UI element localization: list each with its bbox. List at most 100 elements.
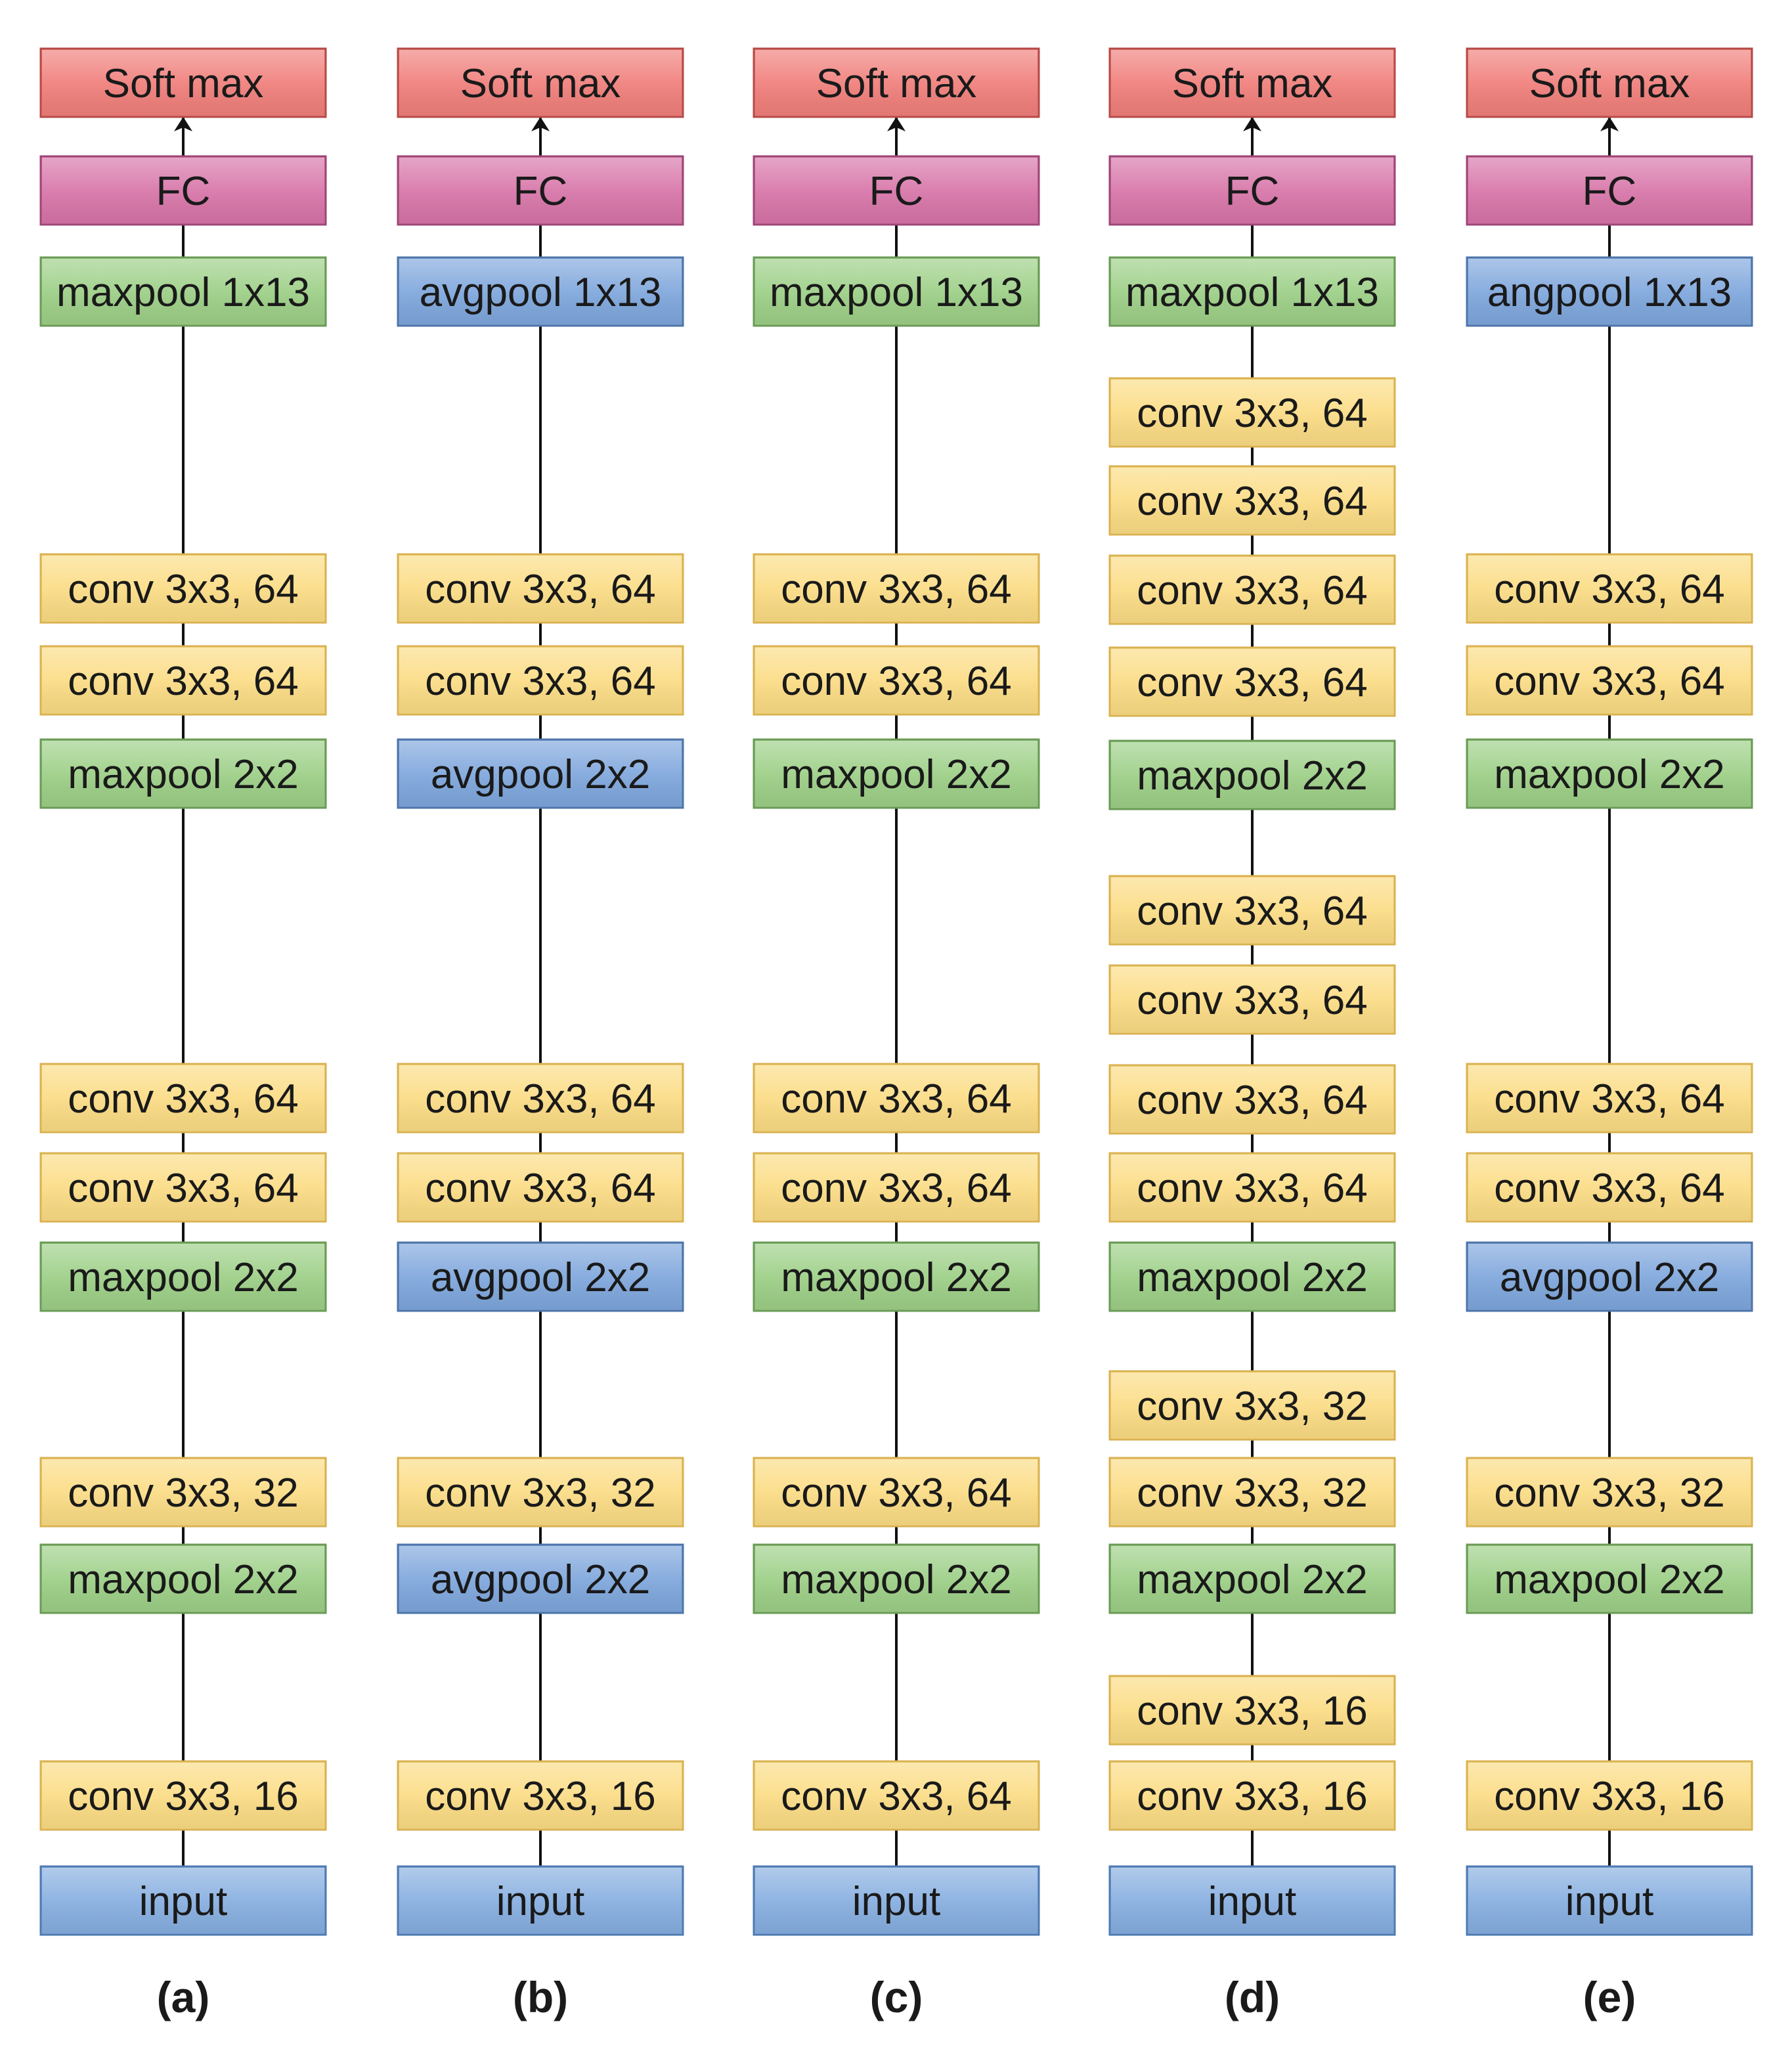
arrow-head-a: [174, 117, 192, 131]
layer-label: maxpool 2x2: [781, 1255, 1012, 1300]
layer-block-maxpool: maxpool 1x13: [753, 256, 1040, 327]
layer-block-shine: [399, 1763, 682, 1828]
layer-block-shine: [755, 259, 1038, 324]
layer-block-shine: [42, 1763, 324, 1828]
layer-label: maxpool 2x2: [1494, 752, 1725, 797]
layer-label: conv 3x3, 32: [1137, 1384, 1368, 1429]
layer-block-shine: [42, 158, 324, 223]
layer-block-input: input: [39, 1865, 327, 1936]
layer-block-avgpool: avgpool 2x2: [397, 1241, 684, 1312]
layer-label: conv 3x3, 64: [781, 1076, 1012, 1122]
layer-block-conv: conv 3x3, 16: [39, 1760, 327, 1831]
layer-block-conv: conv 3x3, 16: [1108, 1760, 1396, 1831]
layer-label: input: [1208, 1879, 1296, 1924]
layer-block-shine: [42, 741, 324, 806]
layer-label: Soft max: [1529, 61, 1690, 106]
layer-block-shine: [399, 1065, 682, 1131]
layer-block-maxpool: maxpool 1x13: [39, 256, 327, 327]
layer-block-shine: [1468, 1546, 1751, 1612]
layer-block-shine: [399, 1868, 682, 1933]
layer-label: input: [1565, 1879, 1653, 1924]
layer-block-fc: FC: [753, 155, 1040, 226]
arrow-heads: [174, 117, 1619, 131]
layer-block-conv: conv 3x3, 64: [1108, 554, 1396, 625]
layer-label: conv 3x3, 32: [68, 1470, 299, 1516]
layer-label: input: [139, 1879, 227, 1924]
layer-block-shine: [755, 1459, 1038, 1525]
layer-block-shine: [42, 1065, 324, 1131]
layer-block-shine: [1468, 1155, 1751, 1220]
layer-label: conv 3x3, 16: [1137, 1774, 1368, 1819]
arrow-head-d: [1243, 117, 1261, 131]
layer-label: conv 3x3, 64: [68, 567, 299, 612]
layer-label: conv 3x3, 64: [1137, 978, 1368, 1023]
layer-block-conv: conv 3x3, 64: [397, 1152, 684, 1223]
layer-label: FC: [1225, 169, 1280, 214]
layer-block-shine: [755, 1763, 1038, 1828]
layer-label: Soft max: [103, 61, 264, 106]
layer-block-conv: conv 3x3, 32: [39, 1457, 327, 1528]
layer-block-conv: conv 3x3, 64: [753, 645, 1040, 716]
layer-block-shine: [1468, 158, 1751, 223]
layer-label: conv 3x3, 64: [68, 1076, 299, 1122]
layer-block-input: input: [1108, 1865, 1396, 1936]
layer-label: FC: [156, 169, 211, 214]
layer-block-fc: FC: [1466, 155, 1753, 226]
layer-block-softmax: Soft max: [397, 47, 684, 118]
layer-block-input: input: [753, 1865, 1040, 1936]
layer-block-shine: [755, 648, 1038, 713]
layer-block-shine: [1111, 1868, 1393, 1933]
layer-block-shine: [399, 648, 682, 713]
layer-block-shine: [42, 556, 324, 621]
layer-block-conv: conv 3x3, 64: [1108, 377, 1396, 448]
layer-block-conv: conv 3x3, 64: [1108, 646, 1396, 717]
layer-block-shine: [399, 1244, 682, 1310]
layer-label: Soft max: [1172, 61, 1333, 106]
layer-block-maxpool: maxpool 2x2: [39, 738, 327, 809]
layer-label: FC: [869, 169, 924, 214]
layer-label: conv 3x3, 64: [1494, 567, 1725, 612]
layer-block-shine: [1111, 1244, 1393, 1310]
layer-block-shine: [755, 741, 1038, 806]
layer-block-avgpool: angpool 1x13: [1466, 256, 1753, 327]
layer-block-avgpool: avgpool 2x2: [397, 1543, 684, 1614]
column-caption-b: (b): [513, 1973, 568, 2021]
layer-block-maxpool: maxpool 2x2: [1108, 1543, 1396, 1614]
layer-block-shine: [399, 259, 682, 324]
layer-block-shine: [42, 259, 324, 324]
layer-label: conv 3x3, 64: [1137, 660, 1368, 705]
layer-label: conv 3x3, 32: [425, 1470, 656, 1516]
layer-label: avgpool 2x2: [431, 752, 650, 797]
layer-block-shine: [42, 1546, 324, 1612]
layer-block-conv: conv 3x3, 32: [1108, 1370, 1396, 1441]
layer-block-shine: [1111, 1373, 1393, 1438]
layer-block-maxpool: maxpool 2x2: [753, 1241, 1040, 1312]
layer-block-input: input: [1466, 1865, 1753, 1936]
layer-label: conv 3x3, 16: [68, 1774, 299, 1819]
layer-block-conv: conv 3x3, 64: [39, 553, 327, 624]
layer-block-shine: [1111, 1155, 1393, 1220]
layer-block-shine: [1468, 1763, 1751, 1828]
column-caption-d: (d): [1225, 1973, 1280, 2021]
layer-block-shine: [755, 1065, 1038, 1131]
layer-block-shine: [1111, 1677, 1393, 1743]
layer-block-shine: [1111, 50, 1393, 116]
layer-block-conv: conv 3x3, 64: [1108, 1064, 1396, 1135]
layer-label: maxpool 1x13: [1125, 270, 1379, 315]
layer-block-conv: conv 3x3, 64: [1108, 465, 1396, 536]
layer-block-conv: conv 3x3, 64: [39, 1152, 327, 1223]
layer-label: maxpool 2x2: [1137, 1255, 1368, 1300]
layer-block-conv: conv 3x3, 16: [397, 1760, 684, 1831]
layer-label: Soft max: [460, 61, 621, 106]
layer-block-conv: conv 3x3, 64: [1108, 875, 1396, 946]
layer-block-shine: [1111, 1459, 1393, 1525]
layer-block-shine: [399, 158, 682, 223]
layer-label: avgpool 1x13: [420, 270, 662, 315]
layer-label: maxpool 2x2: [68, 1255, 299, 1300]
layer-block-avgpool: avgpool 2x2: [1466, 1241, 1753, 1312]
layer-block-conv: conv 3x3, 64: [1108, 964, 1396, 1035]
layer-block-fc: FC: [397, 155, 684, 226]
arrow-head-e: [1600, 117, 1619, 131]
layer-label: Soft max: [816, 61, 977, 106]
